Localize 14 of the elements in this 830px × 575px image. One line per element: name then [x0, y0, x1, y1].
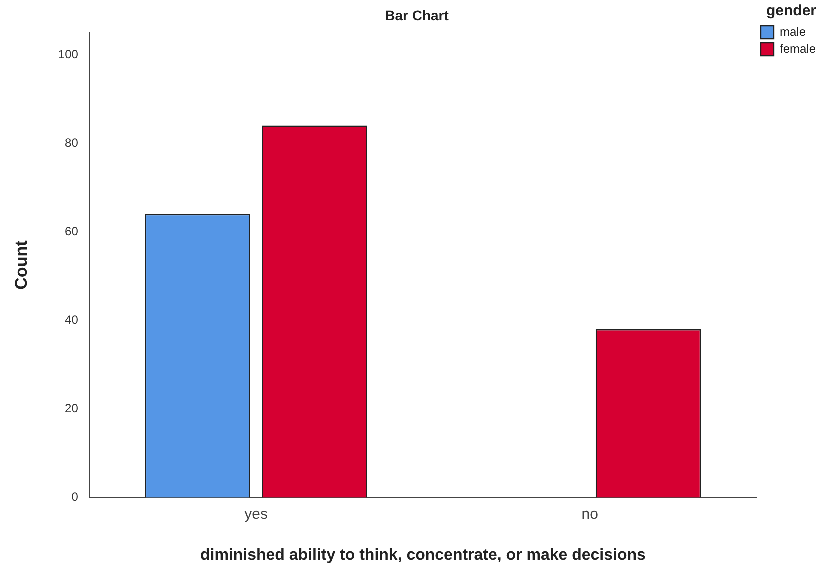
y-tick-label: 40 — [65, 312, 79, 327]
y-tick-label: 60 — [65, 224, 79, 238]
y-tick-label: 100 — [58, 47, 79, 62]
y-tick-label: 20 — [65, 402, 79, 416]
legend-title: gender — [766, 2, 817, 20]
x-tick-label: no — [582, 506, 598, 523]
legend-label: male — [780, 24, 806, 39]
y-axis-title: Count — [12, 240, 31, 290]
legend-label: female — [780, 42, 816, 56]
chart-title: Bar Chart — [385, 7, 450, 24]
x-axis-title: diminished ability to think, concentrate, or make decisions — [200, 546, 646, 564]
y-tick-label: 0 — [72, 490, 79, 504]
x-tick-label: yes — [244, 506, 268, 523]
y-tick-label: 80 — [65, 136, 79, 150]
